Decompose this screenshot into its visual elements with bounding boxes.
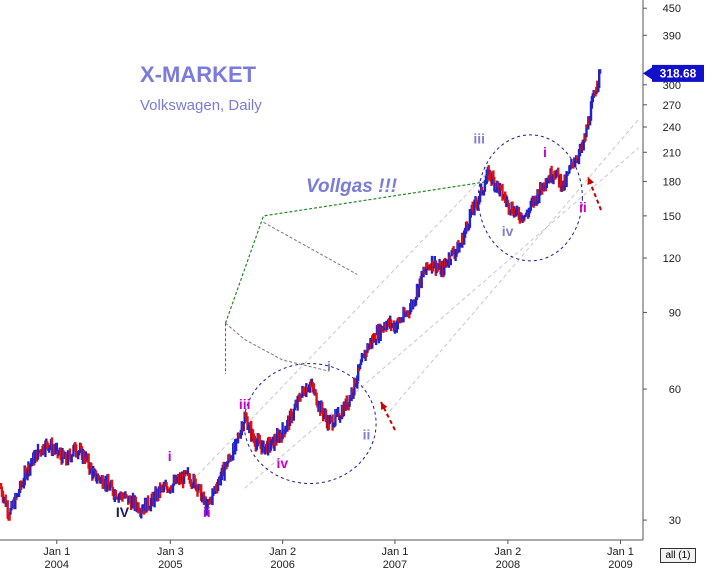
red-arrowhead [587,177,594,185]
price-badge-box [652,64,704,82]
overlay-layer [197,118,640,489]
wave-label: iv [502,223,514,239]
x-tick-year: 2005 [158,559,182,570]
x-tick-year: 2006 [270,559,294,570]
wave-label: iv [276,455,288,471]
y-tick-label: 150 [663,211,681,223]
trend-channel-line [244,147,640,489]
x-tick-label: Jan 3 [157,546,184,558]
red-arrowhead [381,402,388,410]
wave-circle [477,134,583,262]
chart-subtitle: Volkswagen, Daily [140,97,262,114]
y-tick-label: 30 [669,515,681,527]
wave-label: i [327,358,331,374]
wave-label: iii [473,130,485,146]
y-tick-label: 300 [663,80,681,92]
y-tick-label: 120 [663,253,681,265]
all-range-button[interactable]: all (1) [660,548,696,563]
x-tick-label: Jan 1 [43,546,70,558]
alternate-path [225,322,330,372]
wave-label: ii [203,504,211,520]
x-tick-label: Jan 1 [607,546,634,558]
forecast-path [224,180,489,324]
wave-circle [243,363,377,485]
brand-title: X-MARKET [140,62,257,87]
y-tick-label: 270 [663,100,681,112]
x-tick-year: 2009 [608,559,632,570]
red-arrow [380,401,396,431]
trend-channel-line [197,170,490,476]
price-badge-value: 318.68 [660,66,697,80]
y-tick-label: 240 [663,122,681,134]
x-tick-year: 2008 [496,559,520,570]
x-tick-label: Jan 1 [381,546,408,558]
y-tick-label: 210 [663,147,681,159]
y-tick-label: 90 [669,307,681,319]
y-tick-label: 60 [669,384,681,396]
wave-label: iii [239,396,251,412]
x-tick-label: Jan 2 [269,546,296,558]
trend-channel-line [384,118,640,417]
x-tick-year: 2004 [45,559,69,570]
vollgas-annotation: Vollgas !!! [306,176,397,197]
x-tick-label: Jan 2 [494,546,521,558]
wave-label: i [543,144,547,160]
wave-label: ii [363,426,371,442]
price-badge-pointer [643,67,652,80]
wave-label: IV [116,504,130,520]
y-tick-label: 180 [663,176,681,188]
x-tick-year: 2007 [383,559,407,570]
y-tick-label: 450 [663,3,681,15]
wave-label: i [168,448,172,464]
price-badge: 318.68 [643,64,704,82]
price-series [0,69,602,521]
alternate-path [263,221,358,275]
y-tick-label: 390 [663,30,681,42]
wave-label: ii [579,199,587,215]
